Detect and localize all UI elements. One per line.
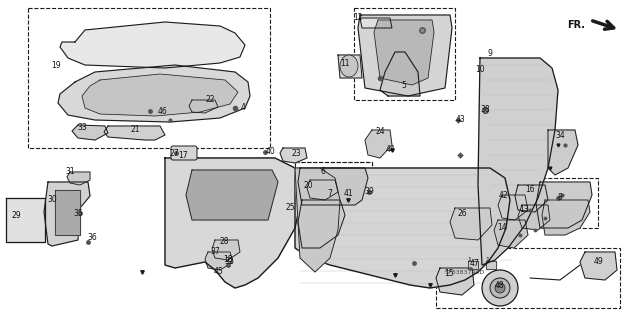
Text: 46: 46: [157, 107, 167, 115]
Polygon shape: [280, 148, 307, 163]
Text: 39: 39: [364, 188, 374, 197]
Ellipse shape: [340, 55, 358, 77]
Text: 35: 35: [73, 209, 83, 218]
Text: 23: 23: [291, 149, 301, 158]
Text: 37: 37: [210, 248, 220, 256]
Polygon shape: [67, 172, 90, 185]
Polygon shape: [468, 261, 478, 269]
Polygon shape: [186, 170, 278, 220]
Text: 15: 15: [444, 270, 454, 278]
Text: 36: 36: [87, 234, 97, 242]
Text: 29: 29: [11, 211, 21, 219]
Polygon shape: [295, 168, 340, 272]
Polygon shape: [58, 65, 250, 122]
Text: 13: 13: [519, 205, 529, 214]
Text: 38: 38: [480, 106, 490, 115]
Text: 25: 25: [285, 204, 295, 212]
Polygon shape: [486, 261, 496, 269]
Text: 41: 41: [343, 189, 353, 198]
Text: 20: 20: [303, 181, 313, 189]
Text: 1: 1: [467, 257, 471, 262]
Text: 47: 47: [470, 259, 480, 269]
Text: 10: 10: [475, 65, 485, 75]
Polygon shape: [295, 168, 510, 288]
Polygon shape: [72, 125, 108, 140]
Polygon shape: [189, 100, 218, 113]
Polygon shape: [515, 185, 548, 212]
Text: 4: 4: [241, 103, 245, 113]
Text: 43: 43: [455, 115, 465, 124]
Polygon shape: [360, 18, 392, 28]
Text: 31: 31: [65, 167, 75, 175]
Polygon shape: [338, 55, 362, 78]
Text: 34: 34: [555, 130, 565, 139]
Polygon shape: [380, 52, 420, 96]
Text: 45: 45: [213, 268, 223, 277]
Text: 5: 5: [401, 81, 406, 91]
Text: 26: 26: [457, 209, 467, 218]
Polygon shape: [542, 200, 590, 235]
Polygon shape: [205, 252, 233, 270]
Text: 16: 16: [525, 186, 535, 195]
Text: 42: 42: [498, 191, 508, 201]
Text: 27: 27: [169, 149, 179, 158]
Text: 33: 33: [77, 123, 87, 132]
Polygon shape: [536, 182, 592, 228]
Polygon shape: [104, 126, 165, 140]
Text: 40: 40: [265, 147, 275, 157]
Polygon shape: [55, 190, 80, 235]
Polygon shape: [494, 220, 528, 248]
Polygon shape: [44, 182, 90, 246]
Polygon shape: [365, 130, 392, 158]
Polygon shape: [436, 268, 474, 295]
Polygon shape: [450, 208, 492, 240]
Text: 7: 7: [328, 189, 332, 198]
Polygon shape: [165, 158, 302, 288]
Polygon shape: [6, 198, 45, 242]
Text: 14: 14: [497, 224, 507, 233]
Polygon shape: [580, 252, 617, 280]
Polygon shape: [60, 22, 245, 68]
Text: 19: 19: [51, 61, 61, 70]
Text: 48: 48: [494, 281, 504, 291]
Text: 44: 44: [385, 145, 395, 154]
Circle shape: [490, 278, 510, 298]
Text: 30: 30: [47, 196, 57, 204]
Text: FR.: FR.: [567, 20, 585, 30]
Text: 12: 12: [353, 13, 363, 23]
Text: 8: 8: [557, 194, 563, 203]
Text: 17: 17: [178, 151, 188, 160]
Polygon shape: [298, 200, 345, 248]
Polygon shape: [374, 20, 434, 85]
Polygon shape: [478, 58, 558, 265]
Text: 11: 11: [340, 58, 349, 68]
Polygon shape: [498, 195, 528, 220]
Text: 49: 49: [593, 257, 603, 266]
Text: 22: 22: [205, 95, 215, 105]
Text: 6: 6: [321, 167, 325, 176]
Text: 32: 32: [224, 257, 234, 266]
Text: 1: 1: [485, 257, 489, 262]
Polygon shape: [358, 15, 452, 96]
Text: 24: 24: [375, 127, 385, 136]
Text: 28: 28: [220, 236, 228, 246]
Circle shape: [482, 270, 518, 306]
Circle shape: [495, 283, 505, 293]
Text: 21: 21: [131, 125, 140, 135]
Text: ST8383740D: ST8383740D: [445, 270, 485, 275]
Polygon shape: [518, 205, 550, 230]
FancyBboxPatch shape: [171, 146, 197, 160]
Polygon shape: [548, 130, 578, 175]
Polygon shape: [212, 240, 240, 260]
Text: 9: 9: [488, 49, 492, 58]
Text: 18: 18: [223, 255, 233, 263]
Polygon shape: [298, 168, 368, 205]
Polygon shape: [307, 180, 338, 200]
Polygon shape: [82, 74, 238, 116]
